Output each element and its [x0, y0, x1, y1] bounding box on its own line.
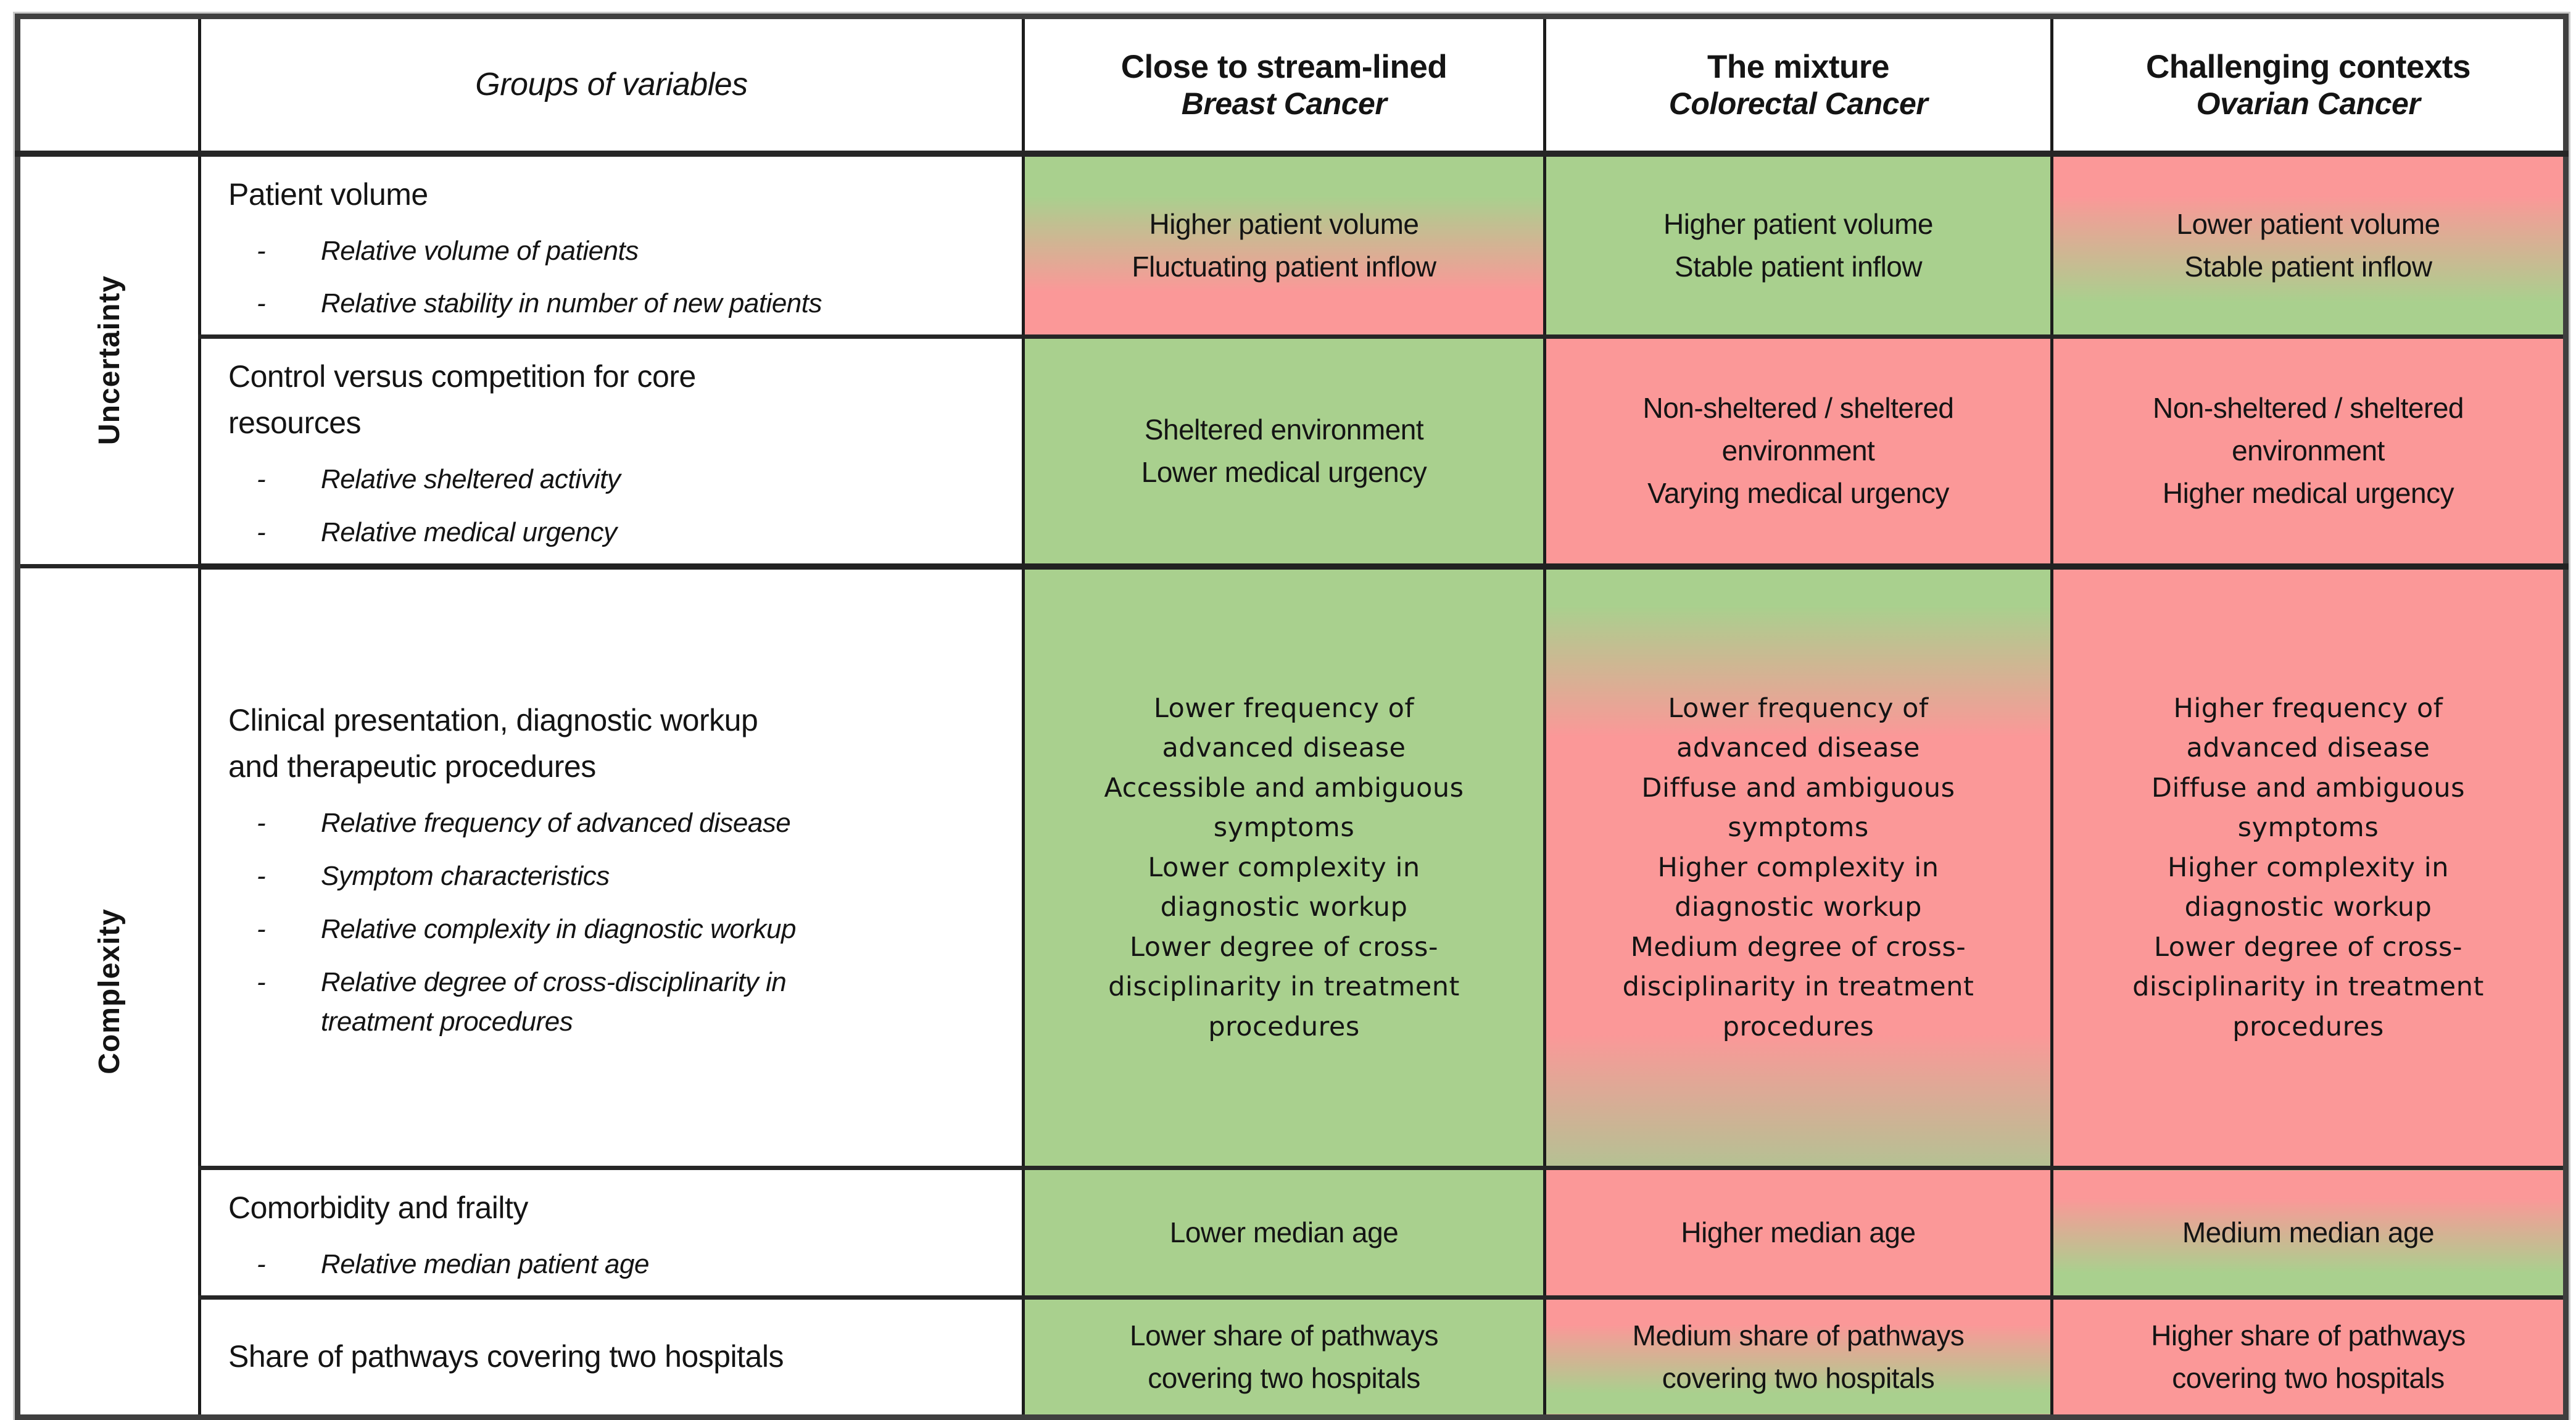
cancer-label-ovarian: Ovarian Cancer [2196, 86, 2421, 121]
header-breast-cancer: Close to stream-lined Breast Cancer [1022, 15, 1546, 157]
comparison-table: Groups of variables Close to stream-line… [15, 14, 2569, 1420]
row-title-line: Clinical presentation, diagnostic workup [228, 703, 758, 738]
cell-clinical-colorectal: Lower frequency of advanced disease Diff… [1543, 565, 2053, 1171]
cell-patient-volume-breast: Higher patient volume Fluctuating patien… [1022, 151, 1546, 339]
cell-pathways-colorectal: Medium share of pathways covering two ho… [1543, 1295, 2053, 1419]
cell-core-resources-colorectal: Non-sheltered / sheltered environment Va… [1543, 335, 2053, 570]
bullet-item: - Relative degree of cross-disciplinarit… [257, 966, 787, 1037]
cell-comorbidity-colorectal: Higher median age [1543, 1166, 2053, 1300]
cell-clinical-breast: Lower frequency of advanced disease Acce… [1022, 565, 1546, 1171]
cell-comorbidity-ovarian: Medium median age [2050, 1166, 2567, 1300]
header-ovarian-cancer: Challenging contexts Ovarian Cancer [2050, 15, 2567, 157]
bullet-item: - Symptom characteristics [257, 861, 610, 892]
cancer-label-colorectal: Colorectal Cancer [1668, 86, 1928, 121]
cell-pathways-breast: Lower share of pathways covering two hos… [1022, 1295, 1546, 1419]
row-label-patient-volume: Patient volume - Relative volume of patie… [198, 151, 1025, 339]
row-label-comorbidity-and-frailty: Comorbidity and frailty - Relative median… [198, 1166, 1025, 1300]
cell-clinical-ovarian: Higher frequency of advanced disease Dif… [2050, 565, 2567, 1171]
uncertainty-label: Uncertainty [93, 275, 126, 446]
section-label-complexity: Complexity [16, 565, 201, 1419]
cell-comorbidity-breast: Lower median age [1022, 1166, 1546, 1300]
row-title: Comorbidity and frailty [228, 1190, 528, 1226]
groups-of-variables-label: Groups of variables [475, 67, 748, 103]
row-label-control-versus-competition: Control versus competition for core reso… [198, 335, 1025, 570]
section-label-uncertainty: Uncertainty [16, 151, 201, 569]
context-label-ovarian: Challenging contexts [2146, 48, 2470, 85]
cell-patient-volume-ovarian: Lower patient volume Stable patient infl… [2050, 151, 2567, 339]
bullet-item: - Relative sheltered activity [257, 464, 621, 495]
bullet-item: - Relative medical urgency [257, 517, 617, 547]
row-title: Share of pathways covering two hospitals [228, 1339, 784, 1374]
context-label-breast: Close to stream-lined [1120, 48, 1447, 85]
header-groups-of-variables: Groups of variables [198, 15, 1025, 157]
row-label-share-of-pathways: Share of pathways covering two hospitals [198, 1295, 1025, 1419]
bullet-item: - Relative frequency of advanced disease [257, 808, 791, 839]
bullet-item: - Relative median patient age [257, 1249, 649, 1280]
header-colorectal-cancer: The mixture Colorectal Cancer [1543, 15, 2053, 157]
cell-core-resources-breast: Sheltered environment Lower medical urge… [1022, 335, 1546, 570]
row-title-line: resources [228, 405, 362, 441]
cell-patient-volume-colorectal: Higher patient volume Stable patient inf… [1543, 151, 2053, 339]
bullet-item: - Relative volume of patients [257, 235, 639, 266]
cell-core-resources-ovarian: Non-sheltered / sheltered environment Hi… [2050, 335, 2567, 570]
bullet-item: - Relative complexity in diagnostic worku… [257, 914, 796, 945]
row-label-clinical-presentation: Clinical presentation, diagnostic workup… [198, 565, 1025, 1171]
cell-pathways-ovarian: Higher share of pathways covering two ho… [2050, 1295, 2567, 1419]
bullet-item: - Relative stability in number of new pat… [257, 288, 822, 319]
context-label-colorectal: The mixture [1707, 48, 1889, 85]
corner-cell [16, 15, 201, 157]
cancer-label-breast: Breast Cancer [1181, 86, 1387, 121]
row-title: Patient volume [228, 176, 428, 212]
row-title-line: Control versus competition for core [228, 359, 696, 394]
complexity-label: Complexity [93, 908, 126, 1074]
row-title-line: and therapeutic procedures [228, 749, 596, 784]
